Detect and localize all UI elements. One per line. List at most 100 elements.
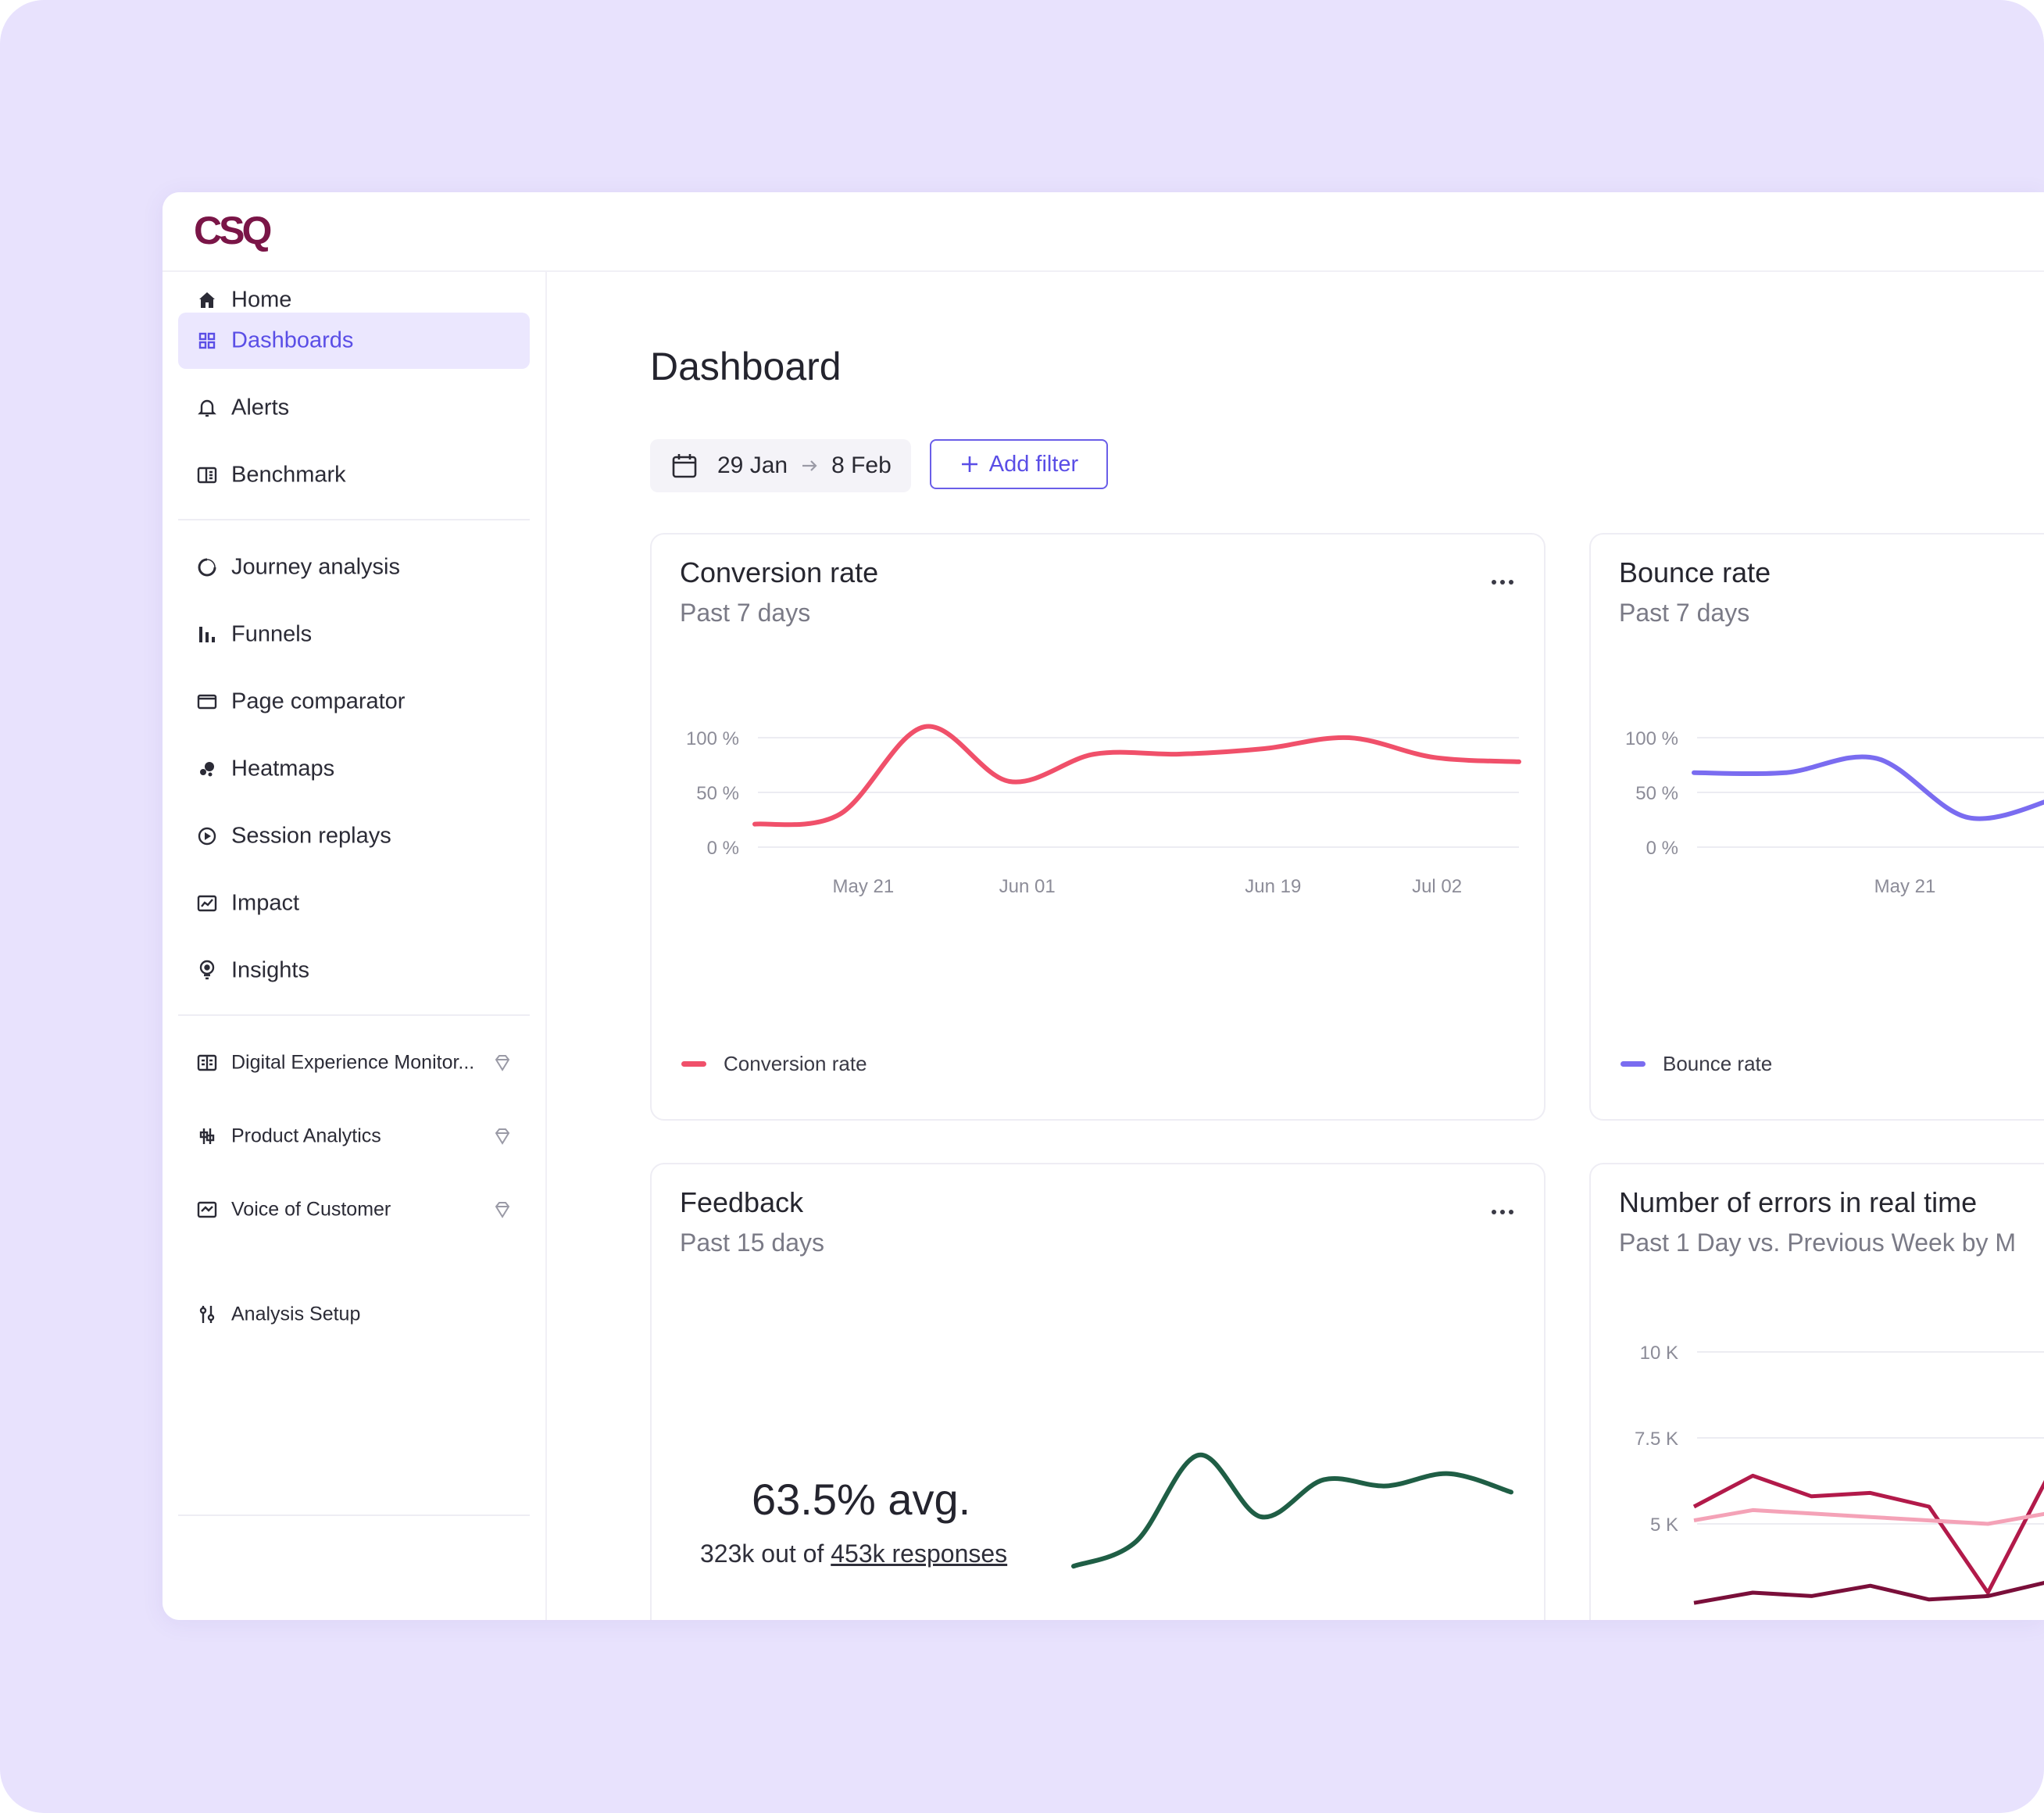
feedback-average: 63.5% avg. [752, 1475, 971, 1524]
legend-swatch [681, 1061, 706, 1067]
sidebar-item-label: Home [231, 287, 292, 313]
legend-label: Conversion rate [724, 1052, 867, 1075]
card-subtitle: Past 15 days [680, 1228, 824, 1257]
logo-text: CSQ [194, 209, 270, 252]
sidebar-item-label: Session replays [231, 823, 391, 849]
main-content: Dashboard 29 Jan 8 Feb Add filter Conver… [547, 272, 2044, 1620]
bounce-rate-card: Bounce rate Past 7 days 100 % 50 % 0 % May … [1589, 533, 2044, 1121]
play-circle-icon [194, 823, 220, 849]
x-tick-label: Jun 19 [1245, 876, 1301, 897]
premium-diamond-icon [492, 1053, 513, 1073]
y-tick-label: 50 % [696, 783, 739, 804]
heatmap-icon [194, 756, 220, 782]
sidebar-divider [178, 519, 530, 520]
sidebar: Home Dashboards Alerts Benchmark [163, 272, 547, 1620]
journey-icon [194, 554, 220, 581]
sidebar-item-journey-analysis[interactable]: Journey analysis [178, 539, 530, 595]
top-bar: CSQ [163, 192, 2044, 272]
page-comparator-icon [194, 688, 220, 715]
sidebar-item-product-analytics[interactable]: Product Analytics [178, 1108, 530, 1164]
errors-card: Number of errors in real time Past 1 Day… [1589, 1163, 2044, 1620]
sidebar-item-alerts[interactable]: Alerts [178, 380, 530, 436]
card-title: Feedback [680, 1186, 804, 1218]
sidebar-item-digital-experience-monitor[interactable]: Digital Experience Monitor... [178, 1035, 530, 1091]
sidebar-item-page-comparator[interactable]: Page comparator [178, 674, 530, 730]
benchmark-icon [194, 462, 220, 488]
monitor-icon [194, 1050, 220, 1076]
plus-icon [959, 454, 980, 474]
feedback-card: Feedback Past 15 days 63.5% avg. 323k ou… [650, 1163, 1546, 1620]
sidebar-item-analysis-setup[interactable]: Analysis Setup [178, 1286, 530, 1343]
feedback-responses: 323k out of 453k responses [700, 1539, 1007, 1568]
sidebar-item-session-replays[interactable]: Session replays [178, 808, 530, 864]
y-tick-label: 50 % [1635, 783, 1678, 804]
legend-swatch [1621, 1061, 1646, 1067]
impact-icon [194, 890, 220, 917]
dashboard-grid-icon [194, 327, 220, 354]
sliders-icon [194, 1301, 220, 1328]
sidebar-item-dashboards[interactable]: Dashboards [178, 313, 530, 369]
sidebar-item-label: Dashboards [231, 327, 354, 353]
y-tick-label: 7.5 K [1635, 1429, 1678, 1450]
sidebar-divider [178, 1514, 530, 1516]
add-filter-button[interactable]: Add filter [930, 439, 1108, 489]
date-range-end: 8 Feb [831, 452, 892, 478]
logo[interactable]: CSQ [194, 206, 280, 257]
date-range-start: 29 Jan [717, 452, 788, 478]
errors-chart: 10 K 7.5 K 5 K [1635, 1343, 2044, 1605]
sidebar-item-heatmaps[interactable]: Heatmaps [178, 741, 530, 797]
sidebar-item-funnels[interactable]: Funnels [178, 606, 530, 663]
y-tick-label: 100 % [1625, 728, 1678, 749]
x-tick-label: Jul 02 [1412, 876, 1462, 897]
x-tick-label: Jun 01 [999, 876, 1056, 897]
x-tick-label: May 21 [1874, 876, 1936, 897]
card-title: Conversion rate [680, 556, 879, 588]
sidebar-item-label: Insights [231, 957, 309, 983]
series-line [1693, 1507, 2044, 1526]
sidebar-item-label: Voice of Customer [231, 1198, 391, 1221]
y-tick-label: 0 % [1646, 838, 1678, 859]
legend-label: Bounce rate [1663, 1052, 1773, 1075]
sidebar-item-voice-of-customer[interactable]: Voice of Customer [178, 1182, 530, 1238]
page-title: Dashboard [650, 345, 842, 388]
x-tick-label: May 21 [833, 876, 895, 897]
premium-diamond-icon [492, 1126, 513, 1146]
add-filter-label: Add filter [988, 451, 1079, 477]
home-icon [194, 287, 220, 313]
product-analytics-icon [194, 1123, 220, 1150]
sidebar-item-benchmark[interactable]: Benchmark [178, 447, 530, 503]
sidebar-item-label: Page comparator [231, 688, 406, 714]
series-line [752, 724, 1521, 828]
responses-link[interactable]: 453k responses [831, 1539, 1008, 1568]
sidebar-item-home[interactable]: Home [178, 272, 530, 328]
date-range-picker[interactable]: 29 Jan 8 Feb [650, 439, 911, 492]
series-line [1692, 754, 2044, 821]
funnel-bars-icon [194, 621, 220, 648]
card-title: Bounce rate [1619, 556, 1771, 588]
card-title: Number of errors in real time [1619, 1186, 1978, 1218]
sidebar-item-label: Heatmaps [231, 756, 335, 781]
chart-legend: Bounce rate [1621, 1052, 1772, 1076]
feedback-chart [1071, 1452, 1513, 1569]
y-tick-label: 100 % [686, 728, 739, 749]
sidebar-item-impact[interactable]: Impact [178, 875, 530, 932]
card-subtitle: Past 7 days [1619, 599, 1750, 627]
more-options-icon[interactable] [1491, 578, 1514, 586]
sidebar-item-label: Impact [231, 890, 300, 916]
card-subtitle: Past 1 Day vs. Previous Week by M [1619, 1228, 2017, 1257]
voice-icon [194, 1196, 220, 1223]
calendar-icon [670, 452, 699, 480]
y-tick-label: 10 K [1640, 1343, 1678, 1364]
sidebar-item-label: Product Analytics [231, 1125, 381, 1147]
y-tick-label: 0 % [707, 838, 739, 859]
more-options-icon[interactable] [1491, 1208, 1514, 1216]
sidebar-divider [178, 1014, 530, 1016]
arrow-right-icon [800, 458, 819, 474]
conversion-rate-card: Conversion rate Past 7 days 100 % 50 % 0 %… [650, 533, 1546, 1121]
sidebar-item-insights[interactable]: Insights [178, 942, 530, 999]
sidebar-item-label: Digital Experience Monitor... [231, 1051, 475, 1074]
sidebar-item-label: Journey analysis [231, 554, 400, 580]
responses-prefix: 323k out of [700, 1539, 831, 1568]
series-line [1693, 1581, 2044, 1605]
